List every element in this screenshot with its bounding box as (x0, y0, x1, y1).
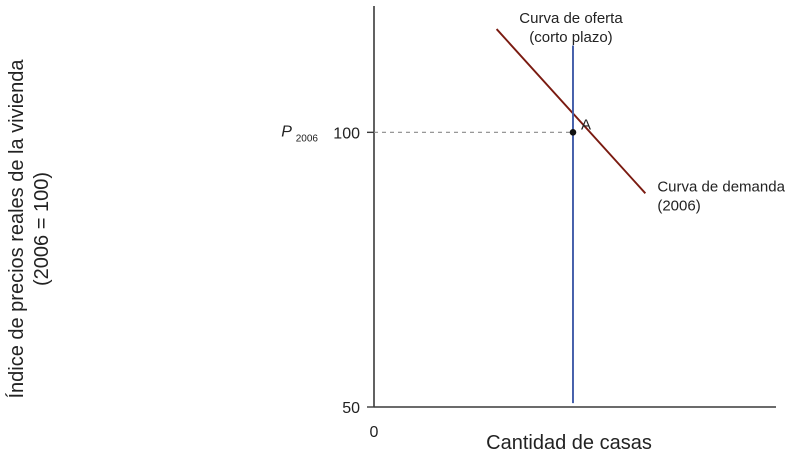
price-label-main: P (281, 123, 292, 140)
series-layer: Curva de demanda (2006) Curva de oferta (co… (495, 10, 786, 404)
point-a (569, 129, 577, 136)
y-tick-label-100: 100 (333, 125, 360, 142)
x-origin-label: 0 (370, 424, 379, 441)
price-label-sub: 2006 (296, 133, 319, 144)
price-label: P 2006 (281, 123, 318, 144)
point-a-label: A (581, 116, 591, 133)
supply-curve-label: Curva de oferta (corto plazo) (519, 10, 623, 46)
demand-curve-label: Curva de demanda (2006) (657, 178, 785, 214)
x-axis-title: Cantidad de casas (486, 432, 652, 454)
y-axis-title-line1: Índice de precios reales de la vivienda (5, 59, 28, 399)
y-axis-title-line2: (2006 = 100) (31, 172, 53, 286)
y-ticks: 100 50 (333, 125, 374, 417)
demand-curve-line (495, 28, 647, 194)
y-tick-label-50: 50 (342, 400, 360, 417)
y-axis-title: Índice de precios reales de la vivienda … (5, 59, 53, 399)
points-layer: A (569, 116, 591, 136)
